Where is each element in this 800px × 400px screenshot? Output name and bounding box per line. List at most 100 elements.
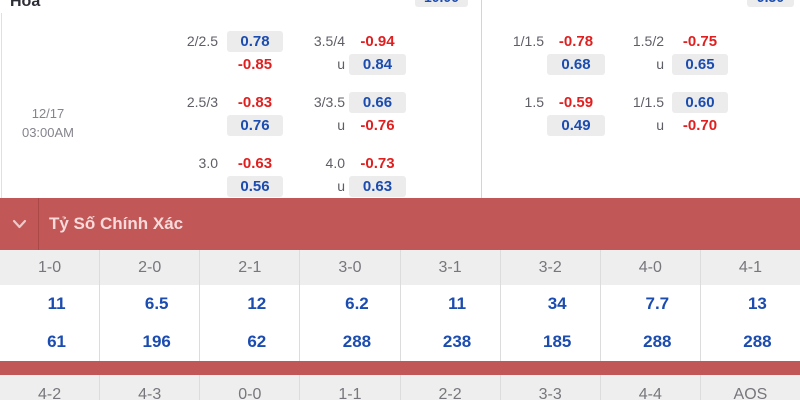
odds-right-half: 1/1.5 -0.78 1.5/2 -0.75 0.68 u 0.65 1.5 … [484,31,728,153]
handicap-label: 2/2.5 [186,33,218,49]
score-label: 2-0 [100,250,200,285]
handicap-label [0,176,218,197]
handicap-label [0,115,218,136]
odds-row: 2.5/3 -0.83 3/3.5 0.66 [0,92,406,113]
handicap-label: 1/1.5 [632,94,664,110]
next-score-header-row: 4-2 4-3 0-0 1-1 2-2 3-3 4-4 AOS [0,375,800,400]
score-label: 4-0 [600,250,700,285]
odds-value[interactable]: -0.70 [682,117,718,134]
score-column: 4-1 13 288 [699,250,800,361]
score-odds-value[interactable]: 288 [643,332,672,351]
odds-row: 3.0 -0.63 4.0 -0.73 [0,153,406,174]
match-time: 12/17 03:00AM [0,104,96,142]
handicap-label [484,115,544,136]
score-odds-value[interactable]: 288 [743,332,772,351]
odds-value[interactable]: -0.85 [237,56,273,73]
odds-group: 3.0 -0.63 4.0 -0.73 0.56 u 0.63 [0,153,406,197]
score-label: 3-3 [499,375,600,400]
score-label: 1-0 [0,250,100,285]
odds-value[interactable]: 0.49 [547,115,605,136]
odds-value[interactable]: 0.66 [349,92,406,113]
score-label: 2-2 [399,375,500,400]
section-divider-strip [0,361,800,375]
score-odds-value[interactable]: 11 [448,294,467,313]
score-label: AOS [699,375,800,400]
under-label: u [337,56,345,72]
draw-odds-value[interactable]: 10.00 [415,0,468,7]
odds-value[interactable]: -0.75 [682,33,718,50]
right-odds-value[interactable]: 9.50 [747,0,794,7]
odds-section: Hòa 10.00 9.50 12/17 03:00AM 2/2.5 0.78 … [0,0,800,198]
score-label: 0-0 [199,375,300,400]
score-odds-value[interactable]: 196 [142,332,171,351]
odds-value[interactable]: 0.63 [349,176,406,197]
chevron-down-icon[interactable] [10,215,29,233]
score-odds-value[interactable]: 238 [442,332,472,351]
odds-value[interactable]: -0.78 [558,33,594,50]
odds-value[interactable]: -0.83 [237,94,273,111]
odds-value[interactable]: -0.59 [558,94,594,111]
odds-value[interactable]: 0.84 [349,54,406,75]
table-left-border [1,13,2,198]
score-odds-value[interactable]: 6.5 [144,294,169,313]
score-label: 3-2 [500,250,600,285]
score-column: 3-0 6.2 288 [299,250,400,361]
odds-value[interactable]: 0.78 [227,31,283,52]
odds-value[interactable]: -0.63 [237,155,273,172]
under-label: u [337,178,345,194]
odds-value[interactable]: 0.68 [547,54,605,75]
odds-center-divider [481,0,482,198]
score-column: 3-1 11 238 [399,250,500,361]
match-date: 12/17 [31,106,65,121]
under-label: u [656,117,664,133]
score-column: 2-0 6.5 196 [99,250,200,361]
handicap-label: 1/1.5 [512,33,544,49]
score-label: 4-3 [99,375,200,400]
score-label: 2-1 [200,250,300,285]
handicap-label: 3.0 [198,155,218,171]
handicap-label [484,54,544,75]
score-label: 3-0 [300,250,400,285]
odds-value[interactable]: -0.76 [360,117,395,134]
odds-row: 0.49 u -0.70 [484,115,728,136]
score-column: 4-0 7.7 288 [599,250,700,361]
odds-value[interactable]: 0.60 [672,92,728,113]
match-hour: 03:00AM [21,125,75,140]
handicap-label: 1.5 [524,94,544,110]
odds-value[interactable]: -0.73 [360,155,395,172]
score-odds-value[interactable]: 11 [47,294,66,313]
odds-value[interactable]: -0.94 [360,33,395,50]
odds-row: 0.76 u -0.76 [0,115,406,136]
score-odds-value[interactable]: 12 [247,294,267,313]
score-label: 4-2 [0,375,100,400]
odds-row: 2/2.5 0.78 3.5/4 -0.94 [0,31,406,52]
handicap-label: 3/3.5 [313,94,345,110]
score-label: 4-1 [700,250,800,285]
odds-row: 1.5 -0.59 1/1.5 0.60 [484,92,728,113]
exact-score-section-header[interactable]: Tỷ Số Chính Xác [0,198,800,250]
score-odds-value[interactable]: 34 [547,294,567,313]
score-column: 2-1 12 62 [199,250,300,361]
odds-value[interactable]: 0.76 [227,115,283,136]
banner-divider [38,198,39,250]
odds-left-half: 2/2.5 0.78 3.5/4 -0.94 -0.85 u 0.84 2.5/… [0,31,406,214]
odds-group: 1.5 -0.59 1/1.5 0.60 0.49 u -0.70 [484,92,728,136]
odds-value[interactable]: 0.56 [227,176,283,197]
handicap-label: 2.5/3 [186,94,218,110]
draw-label: Hòa [10,0,41,10]
odds-row: 0.68 u 0.65 [484,54,728,75]
score-odds-value[interactable]: 185 [543,332,572,351]
score-odds-value[interactable]: 7.7 [645,294,670,313]
score-label: 3-1 [400,250,500,285]
odds-value[interactable]: 0.65 [672,54,728,75]
score-odds-value[interactable]: 13 [747,294,767,313]
score-odds-value[interactable]: 6.2 [345,294,369,313]
odds-group: 2.5/3 -0.83 3/3.5 0.66 0.76 u -0.76 [0,92,406,136]
score-odds-value[interactable]: 62 [247,332,267,351]
odds-row: 0.56 u 0.63 [0,176,406,197]
score-odds-value[interactable]: 288 [342,332,372,351]
under-label: u [656,56,664,72]
score-odds-value[interactable]: 61 [47,332,67,351]
odds-group: 2/2.5 0.78 3.5/4 -0.94 -0.85 u 0.84 [0,31,406,75]
section-title: Tỷ Số Chính Xác [49,214,184,233]
